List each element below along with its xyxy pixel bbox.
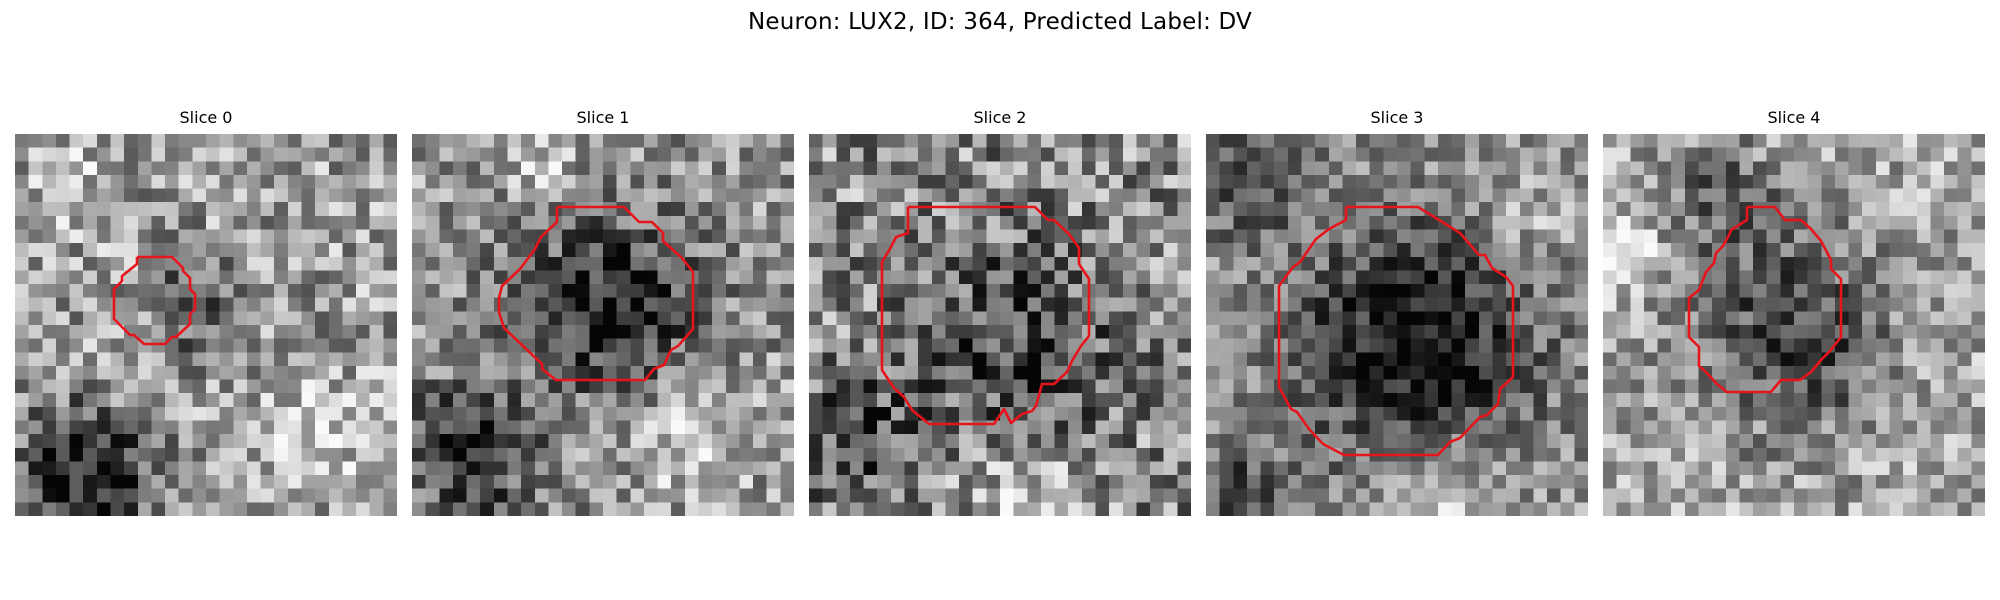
slice-4-title: Slice 4 [1767,108,1821,127]
slice-0-title: Slice 0 [179,108,233,127]
slice-2-roi-outline [880,205,1091,426]
slice-3-image [1206,134,1588,516]
slice-panel-1: Slice 1 [412,108,794,522]
figure-title: Neuron: LUX2, ID: 364, Predicted Label: … [747,9,1252,35]
slice-0-roi-outline [112,255,197,346]
slice-panel-4: Slice 4 [1603,108,1985,522]
slice-2-image [809,134,1191,516]
slice-1-image [412,134,794,516]
slice-3-roi-outline [1277,205,1515,457]
slice-2-title: Slice 2 [973,108,1027,127]
slice-4-roi-outline [1687,205,1843,394]
slice-panel-3: Slice 3 [1206,108,1588,522]
slice-1-title: Slice 1 [576,108,630,127]
slice-4-image [1603,134,1985,516]
slice-panel-0: Slice 0 [15,108,397,522]
slice-3-title: Slice 3 [1370,108,1424,127]
slice-1-roi-outline [497,205,695,382]
slice-panel-2: Slice 2 [809,108,1191,522]
slice-0-image [15,134,397,516]
